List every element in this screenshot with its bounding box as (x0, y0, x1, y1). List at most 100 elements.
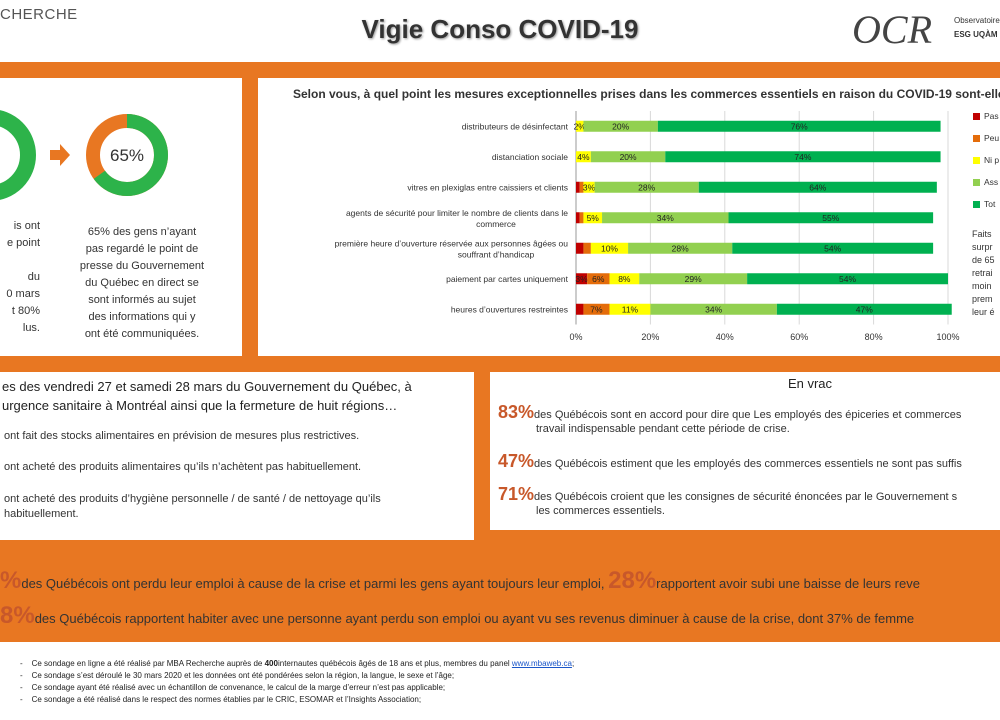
data-label: 64% (809, 182, 826, 192)
big-text: rapportent avoir subi une baisse de leur… (656, 576, 920, 591)
stat-text: des Québécois sont en accord pour dire q… (534, 409, 962, 421)
footer-line: - Ce sondage a été réalisé dans le respe… (20, 695, 422, 704)
x-tick-label: 60% (790, 332, 808, 342)
x-tick-label: 0% (569, 332, 582, 342)
left-caption-line: is ont (13, 220, 40, 232)
bottom-statement-2: 8%des Québécois rapportent habiter avec … (0, 602, 914, 630)
left-caption-line: du (27, 271, 40, 283)
donut-panel: 65% is ont e point du 0 mars t 80% lus. 65% … (0, 78, 242, 356)
bar-segment (576, 242, 584, 254)
bar-segment (576, 181, 580, 193)
stat-percent: 71% (498, 484, 535, 504)
stat-percent: 47% (498, 451, 535, 471)
footer: - Ce sondage en ligne a été réalisé par … (0, 658, 1000, 706)
x-tick-label: 40% (716, 332, 734, 342)
press-heading-line1: es des vendredi 27 et samedi 28 mars du … (2, 379, 412, 394)
bar-segment (576, 212, 580, 224)
bar-segment (576, 151, 591, 163)
category-label: heures d’ouvertures restreintes (451, 304, 568, 314)
bar-segment (590, 242, 629, 254)
x-tick-label: 20% (641, 332, 659, 342)
bar-segment (583, 303, 610, 315)
category-label: vitres en plexiglas entre caissiers et c… (407, 182, 568, 192)
bar-segment (583, 120, 658, 132)
panel-link[interactable]: www.mbaweb.ca (511, 659, 572, 668)
bar-segment (583, 181, 595, 193)
legend-swatch (973, 179, 980, 186)
left-caption-line: e point (6, 237, 40, 249)
bar-segment (650, 303, 777, 315)
legend-label: Pas (984, 111, 999, 121)
press-heading-line2: urgence sanitaire à Montréal ainsi que l… (2, 398, 398, 413)
data-label: 54% (839, 274, 856, 284)
en-vrac-panel: En vrac 83%des Québécois sont en accord … (490, 372, 1000, 530)
donut-caption-line: pas regardé le point de (85, 243, 199, 255)
logo-line2: ESG UQÀM (954, 30, 998, 39)
bar-segment (728, 212, 934, 224)
en-vrac-title: En vrac (787, 376, 833, 391)
legend-label: Tot (984, 199, 996, 209)
legend-label: Peu (984, 133, 999, 143)
category-label: distanciation sociale (492, 152, 568, 162)
bar-segment (579, 212, 584, 224)
stat-text-line2: les commerces essentiels. (536, 505, 665, 517)
category-label: paiement par cartes uniquement (446, 274, 569, 284)
donut-caption-line: du Québec en direct se (85, 277, 199, 289)
big-text: des Québécois ont perdu leur emploi à ca… (21, 576, 605, 591)
footer-sample-size: 400 (264, 659, 278, 668)
data-label: 10% (601, 243, 618, 253)
category-label: commerce (476, 219, 516, 229)
right-note: Faits surpr de 65 retrai moin prem leur é (972, 228, 995, 319)
data-label: 6% (592, 274, 605, 284)
data-label: 5% (587, 213, 600, 223)
bar-segment (609, 303, 651, 315)
donut-caption: 65% des gens n’ayant pas regardé le point… (62, 224, 222, 343)
data-label: 3% (575, 274, 588, 284)
bar-segment (747, 273, 948, 285)
press-item: ont acheté des produits alimentaires qu’… (4, 461, 362, 473)
donut-caption-line: 65% des gens n’ayant (87, 226, 197, 238)
bar-segment (576, 120, 584, 132)
category-label: première heure d’ouverture réservée aux … (335, 238, 569, 248)
data-label: 76% (791, 121, 808, 131)
stat-text: des Québécois estiment que les employés … (534, 458, 962, 470)
chart-title: Selon vous, à quel point les mesures exc… (293, 87, 1000, 101)
big-text: des Québécois rapportent habiter avec un… (34, 611, 915, 626)
category-label: distributeurs de désinfectant (462, 121, 569, 131)
right-note-line: de 65 (972, 255, 995, 265)
data-label: 55% (822, 213, 839, 223)
press-item: ont fait des stocks alimentaires en prév… (4, 430, 360, 442)
data-label: 2% (574, 121, 587, 131)
bar-segment (583, 212, 603, 224)
press-panel: es des vendredi 27 et samedi 28 mars du … (0, 372, 474, 540)
category-label: souffrant d’handicap (458, 249, 535, 259)
brand-fragment: CHERCHE (0, 6, 78, 23)
bar-segment (609, 273, 640, 285)
press-item-continued: habituellement. (4, 508, 79, 520)
chart-panel: Selon vous, à quel point les mesures exc… (258, 78, 1000, 356)
bar-segment (628, 242, 733, 254)
x-tick-label: 100% (936, 332, 959, 342)
right-note-line: prem (972, 294, 993, 304)
left-donut-ring (0, 110, 36, 200)
big-percent: 8% (0, 602, 35, 629)
bar-segment (665, 151, 941, 163)
right-note-line: retrai (972, 268, 993, 278)
footer-line: - Ce sondage s’est déroulé le 30 mars 20… (20, 671, 455, 680)
bar-segment (602, 212, 729, 224)
legend-swatch (973, 157, 980, 164)
big-percent: % (0, 567, 22, 594)
bar-segment (776, 303, 952, 315)
left-caption-line (0, 252, 40, 269)
right-note-line: moin (972, 281, 992, 291)
bar-segment (594, 181, 699, 193)
right-note-line: Faits (972, 229, 992, 239)
x-tick-label: 80% (865, 332, 883, 342)
logo-text: OCR (852, 7, 932, 52)
data-label: 7% (590, 304, 603, 314)
donut-caption-line: ont été communiquées. (84, 328, 200, 340)
stat-percent: 83% (498, 402, 535, 422)
category-label: agents de sécurité pour limiter le nombr… (346, 208, 568, 218)
legend-swatch (973, 113, 980, 120)
legend-label: Ni p (984, 155, 999, 165)
